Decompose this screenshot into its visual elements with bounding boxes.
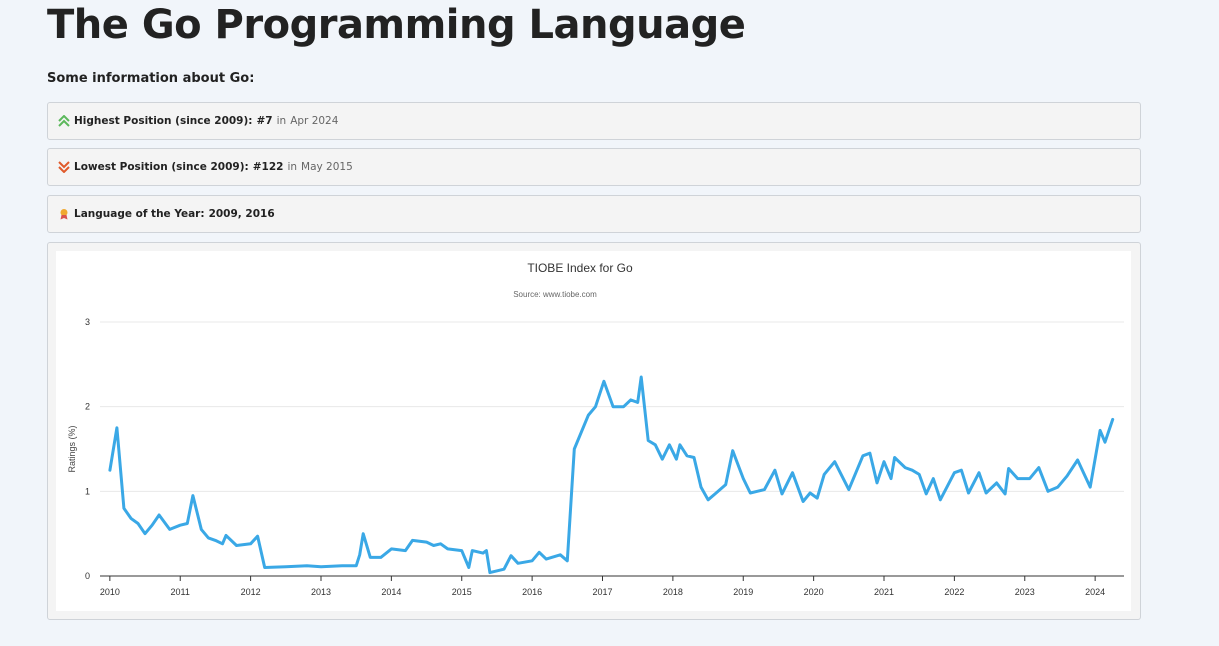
info-sep: in	[276, 115, 287, 127]
info-value: #7	[256, 115, 273, 127]
info-label: Lowest Position (since 2009):	[74, 161, 249, 173]
x-tick-label: 2017	[592, 587, 612, 597]
x-tick-label: 2022	[944, 587, 964, 597]
info-box: Highest Position (since 2009): #7 in Apr…	[47, 102, 1141, 140]
info-box: Language of the Year: 2009, 2016	[47, 195, 1141, 233]
x-tick-label: 2015	[452, 587, 472, 597]
chart-title: TIOBE Index for Go	[527, 261, 633, 275]
award-icon	[60, 209, 68, 220]
info-value: #122	[252, 161, 284, 173]
y-axis-label: Ratings (%)	[67, 425, 77, 472]
x-tick-label: 2019	[733, 587, 753, 597]
line	[108, 375, 1115, 575]
chart-subtitle: Source: www.tiobe.com	[513, 290, 597, 299]
up-icon	[58, 115, 70, 127]
y-tick-label: 3	[85, 317, 90, 327]
x-tick-label: 2013	[311, 587, 331, 597]
y-tick-label: 2	[85, 402, 90, 412]
info-date: May 2015	[301, 161, 353, 173]
down-icon	[58, 161, 70, 173]
x-tick-label: 2018	[663, 587, 683, 597]
chart-box: TIOBE Index for Go Source: www.tiobe.com…	[47, 242, 1141, 620]
x-tick-label: 2023	[1015, 587, 1035, 597]
info-date: Apr 2024	[290, 115, 339, 127]
x-tick-label: 2010	[100, 587, 120, 597]
y-tick-label: 1	[85, 486, 90, 496]
page-title: The Go Programming Language	[47, 2, 746, 48]
x-tick-label: 2012	[241, 587, 261, 597]
x-tick-label: 2020	[804, 587, 824, 597]
y-tick-label: 0	[85, 571, 90, 581]
info-box: Lowest Position (since 2009): #122 in Ma…	[47, 148, 1141, 186]
intro: Some information about Go:	[47, 71, 255, 86]
x-tick-label: 2014	[381, 587, 401, 597]
x-tick-label: 2024	[1085, 587, 1105, 597]
info-value: 2009, 2016	[208, 208, 275, 220]
info-label: Language of the Year:	[74, 208, 205, 220]
info-sep: in	[287, 161, 298, 173]
x-tick-label: 2021	[874, 587, 894, 597]
x-tick-label: 2016	[522, 587, 542, 597]
info-label: Highest Position (since 2009):	[74, 115, 253, 127]
x-tick-label: 2011	[171, 587, 190, 597]
chart: TIOBE Index for Go Source: www.tiobe.com…	[56, 251, 1131, 611]
